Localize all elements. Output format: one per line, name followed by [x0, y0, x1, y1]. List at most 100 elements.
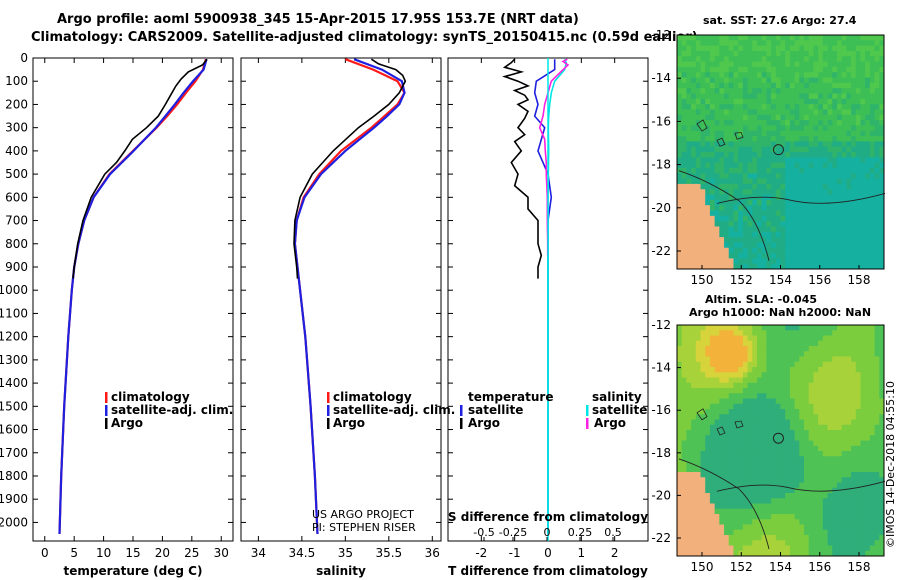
legend-swatch [460, 418, 463, 429]
x-axis-label: salinity [316, 564, 366, 578]
legend-swatch [105, 392, 108, 403]
x-axis-label: T difference from climatology [448, 564, 648, 578]
depth-tick-label: 700 [5, 214, 28, 228]
map-x-tick-label: 150 [691, 560, 714, 574]
legend-swatch [327, 392, 330, 403]
series-line-climatology [58, 58, 207, 535]
depth-tick-label: 100 [5, 74, 28, 88]
depth-tick-label: 1000 [0, 283, 28, 297]
s-tick-label: -0.25 [499, 526, 527, 539]
project-label: US ARGO PROJECT [312, 508, 414, 521]
x-tick-label: 35.5 [375, 546, 402, 560]
legend-swatch [460, 405, 463, 416]
coastline-contour [716, 480, 886, 492]
map-x-tick-label: 152 [730, 560, 753, 574]
pi-label: PI: STEPHEN RISER [312, 521, 416, 534]
legend-swatch [327, 405, 330, 416]
legend-entry: satellite [592, 403, 647, 417]
x-tick-label: 34.5 [289, 546, 316, 560]
map-x-tick-label: 156 [808, 273, 831, 287]
legend-entry: salinity [592, 390, 642, 404]
legend-entry: climatology [111, 390, 190, 404]
legend-swatch [327, 418, 330, 429]
legend-swatch [105, 418, 108, 429]
map-x-tick-label: 154 [769, 560, 792, 574]
x-axis-label: temperature (deg C) [64, 564, 203, 578]
legend-swatch [105, 405, 108, 416]
map-y-tick-label: -20 [651, 201, 671, 215]
sla-map-title-2: Argo h1000: NaN h2000: NaN [689, 306, 872, 319]
sla-map-title-1: Altim. SLA: -0.045 [705, 293, 818, 306]
legend-entry: Argo [594, 416, 626, 430]
legend-entry: satellite [468, 403, 523, 417]
x-tick-label: 10 [96, 546, 111, 560]
depth-tick-label: 1100 [0, 306, 28, 320]
title-line-2: Climatology: CARS2009. Satellite-adjuste… [31, 30, 698, 45]
map-y-tick-label: -14 [651, 71, 671, 85]
s-tick-label: 0.25 [568, 526, 593, 539]
x-tick-label: 30 [214, 546, 229, 560]
series-line-t-argo [502, 58, 543, 279]
depth-tick-label: 1200 [0, 330, 28, 344]
x-tick-label: 20 [155, 546, 170, 560]
x-tick-label: 0 [41, 546, 49, 560]
map-y-tick-label: -20 [651, 488, 671, 502]
series-line-s-satellite [547, 58, 568, 534]
coastline-contour [716, 193, 886, 204]
legend-entry: satellite-adj. clim. [333, 403, 455, 417]
series-line-t-satellite [533, 59, 556, 534]
s-tick-label: 0.5 [604, 526, 622, 539]
map-x-tick-label: 152 [730, 273, 753, 287]
map-y-tick-label: -18 [651, 446, 671, 460]
s-axis-label: S difference from climatology [448, 510, 648, 524]
map-y-tick-label: -14 [651, 361, 671, 375]
series-line-argo [293, 58, 407, 279]
sla-map-image [677, 325, 885, 557]
x-tick-label: 0 [544, 546, 552, 560]
x-tick-label: 1 [578, 546, 586, 560]
depth-tick-label: 500 [5, 167, 28, 181]
legend-entry: Argo [468, 416, 500, 430]
depth-tick-label: 0 [20, 51, 28, 65]
depth-tick-label: 2000 [0, 515, 28, 529]
legend-swatch [586, 405, 589, 416]
coastline-contour [678, 170, 770, 261]
x-tick-label: 36 [425, 546, 440, 560]
argo-location-marker [772, 144, 784, 156]
map-x-tick-label: 150 [691, 273, 714, 287]
depth-tick-label: 1800 [0, 469, 28, 483]
argo-location-marker [772, 432, 784, 444]
reef-outlines [696, 119, 744, 147]
s-tick-label: -0.5 [473, 526, 494, 539]
depth-tick-label: 1600 [0, 423, 28, 437]
panel-frame [240, 57, 442, 542]
map-y-tick-label: -22 [651, 244, 671, 258]
map-y-tick-label: -16 [651, 403, 671, 417]
depth-tick-label: 1500 [0, 399, 28, 413]
map-y-tick-label: -12 [651, 28, 671, 42]
depth-tick-label: 300 [5, 121, 28, 135]
sst-map-title: sat. SST: 27.6 Argo: 27.4 [703, 14, 857, 27]
depth-tick-label: 900 [5, 260, 28, 274]
series-line-satellite [58, 58, 208, 535]
map-x-tick-label: 158 [848, 273, 871, 287]
depth-tick-label: 400 [5, 144, 28, 158]
legend-entry: temperature [468, 390, 553, 404]
x-tick-label: 2 [611, 546, 619, 560]
map-x-tick-label: 158 [848, 560, 871, 574]
x-tick-label: -1 [509, 546, 521, 560]
legend-entry: satellite-adj. clim. [111, 403, 233, 417]
map-x-tick-label: 154 [769, 273, 792, 287]
depth-tick-label: 800 [5, 237, 28, 251]
legend-entry: Argo [111, 416, 143, 430]
x-tick-label: 15 [125, 546, 140, 560]
depth-tick-label: 200 [5, 97, 28, 111]
coastline-contour [678, 458, 770, 550]
series-line-satellite [293, 58, 406, 535]
depth-tick-label: 600 [5, 190, 28, 204]
map-y-tick-label: -12 [651, 318, 671, 332]
series-line-argo [72, 58, 208, 279]
x-tick-label: -2 [475, 546, 487, 560]
title-line-1: Argo profile: aoml 5900938_345 15-Apr-20… [57, 12, 579, 27]
